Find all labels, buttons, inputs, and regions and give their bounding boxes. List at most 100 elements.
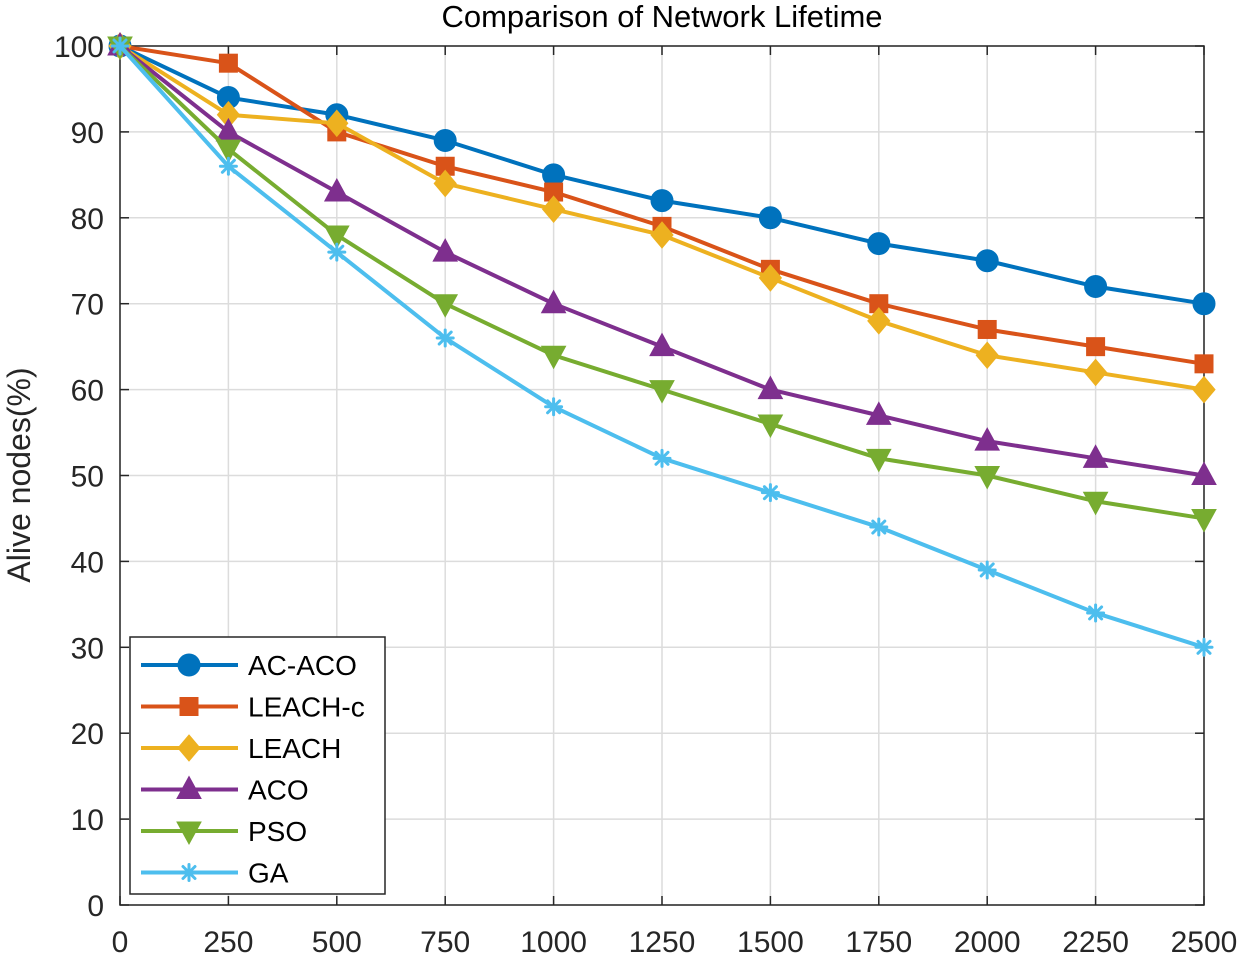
data-point-aco: [1191, 461, 1217, 485]
x-tick-label: 2250: [1062, 926, 1129, 956]
legend-marker: [179, 697, 199, 716]
legend-entry-aco: ACO: [141, 775, 309, 806]
legend-label: ACO: [248, 775, 309, 806]
data-point-ac-aco: [758, 206, 782, 230]
x-tick-label: 250: [203, 926, 253, 956]
data-point-ac-aco: [1192, 292, 1216, 316]
data-point-leach: [975, 341, 999, 370]
data-point-ga: [110, 36, 130, 56]
asterisk-stroke: [546, 399, 562, 415]
data-point-pso: [432, 294, 459, 318]
x-tick-label: 2000: [954, 926, 1021, 956]
chart-title: Comparison of Network Lifetime: [441, 0, 882, 34]
data-point-aco: [432, 238, 459, 262]
legend-label: AC-ACO: [248, 650, 357, 681]
y-tick-label: 70: [71, 289, 104, 322]
ticks: 0 250 500 750 1000 1250 1500 1750 2000 2250 2500 0 1…: [54, 31, 1237, 956]
y-tick-label: 40: [71, 546, 104, 579]
x-tick-label: 750: [420, 926, 470, 956]
y-axis-label: Alive nodes(%): [1, 367, 37, 582]
x-tick-label: 1250: [629, 926, 696, 956]
data-point-ac-aco: [433, 128, 457, 152]
legend-label: LEACH-c: [248, 692, 365, 723]
y-tick-label: 0: [87, 890, 104, 923]
asterisk-stroke: [112, 38, 128, 54]
legend-entry-ga: GA: [141, 858, 289, 889]
legend-label: PSO: [248, 816, 307, 847]
asterisk-stroke: [1196, 639, 1212, 655]
data-point-aco: [323, 177, 350, 202]
data-point-pso: [974, 466, 1001, 490]
asterisk-stroke: [871, 519, 887, 535]
data-point-leach: [325, 109, 349, 138]
data-point-ga: [327, 242, 347, 262]
y-tick-label: 50: [71, 461, 104, 494]
x-tick-label: 1000: [520, 926, 587, 956]
series-group: [107, 31, 1217, 657]
x-tick-label: 0: [112, 926, 129, 956]
legend-marker: [176, 775, 202, 799]
legend-entry-leach: LEACH: [141, 733, 341, 764]
asterisk-stroke: [979, 562, 995, 578]
data-point-leach: [650, 221, 674, 249]
asterisk-stroke: [762, 485, 778, 501]
data-point-pso: [757, 414, 784, 439]
legend-marker: [176, 821, 202, 846]
data-point-leach: [867, 307, 891, 335]
data-point-leach: [1083, 358, 1108, 387]
data-point-ga: [435, 328, 455, 348]
x-tick-label: 1500: [737, 926, 804, 956]
data-point-leach-c: [218, 53, 238, 73]
data-point-ga: [1086, 603, 1106, 623]
data-point-leach: [758, 264, 783, 292]
legend-marker: [179, 863, 199, 882]
data-point-ga: [977, 560, 997, 580]
x-tick-label: 500: [312, 926, 362, 956]
series-ga: [110, 36, 1214, 657]
data-point-leach-c: [1194, 354, 1214, 374]
data-point-pso: [649, 380, 675, 404]
data-point-leach: [541, 195, 566, 223]
data-point-ac-aco: [650, 189, 674, 213]
legend-label: LEACH: [248, 733, 341, 764]
legend-label: GA: [248, 858, 289, 889]
data-point-aco: [757, 375, 784, 400]
legend: AC-ACO LEACH-c LEACH ACO PSO GA: [129, 636, 386, 895]
data-point-pso: [865, 448, 892, 473]
data-point-pso: [215, 139, 242, 164]
y-tick-label: 20: [71, 718, 104, 751]
y-tick-label: 30: [71, 632, 104, 665]
legend-entry-ac-aco: AC-ACO: [141, 650, 357, 681]
asterisk-stroke: [654, 450, 670, 466]
data-point-aco: [1082, 444, 1109, 468]
data-point-pso: [540, 345, 567, 370]
y-tick-label: 100: [54, 31, 104, 64]
asterisk-stroke: [329, 244, 345, 260]
data-point-leach: [1192, 375, 1216, 404]
data-point-pso: [1191, 508, 1217, 533]
data-point-aco: [540, 289, 567, 314]
y-tick-label: 60: [71, 375, 104, 408]
asterisk-stroke: [1088, 605, 1104, 621]
legend-box: [129, 636, 386, 895]
data-point-aco: [649, 332, 675, 357]
data-point-aco: [215, 117, 242, 142]
data-point-leach-c: [977, 319, 997, 339]
data-point-ac-aco: [1084, 275, 1108, 299]
data-point-ga: [1194, 637, 1214, 657]
data-point-aco: [865, 401, 892, 425]
data-point-ac-aco: [975, 249, 999, 273]
asterisk-stroke: [220, 158, 236, 174]
asterisk-stroke: [437, 330, 453, 346]
data-point-ga: [544, 397, 564, 417]
data-point-ga: [760, 483, 780, 503]
x-tick-label: 2500: [1171, 926, 1238, 956]
data-point-ac-aco: [867, 232, 891, 256]
data-point-ga: [869, 517, 889, 537]
data-point-ga: [652, 448, 672, 468]
data-point-leach: [433, 169, 457, 198]
x-tick-label: 1750: [845, 926, 912, 956]
data-point-pso: [1082, 491, 1109, 516]
y-tick-label: 80: [71, 203, 104, 236]
